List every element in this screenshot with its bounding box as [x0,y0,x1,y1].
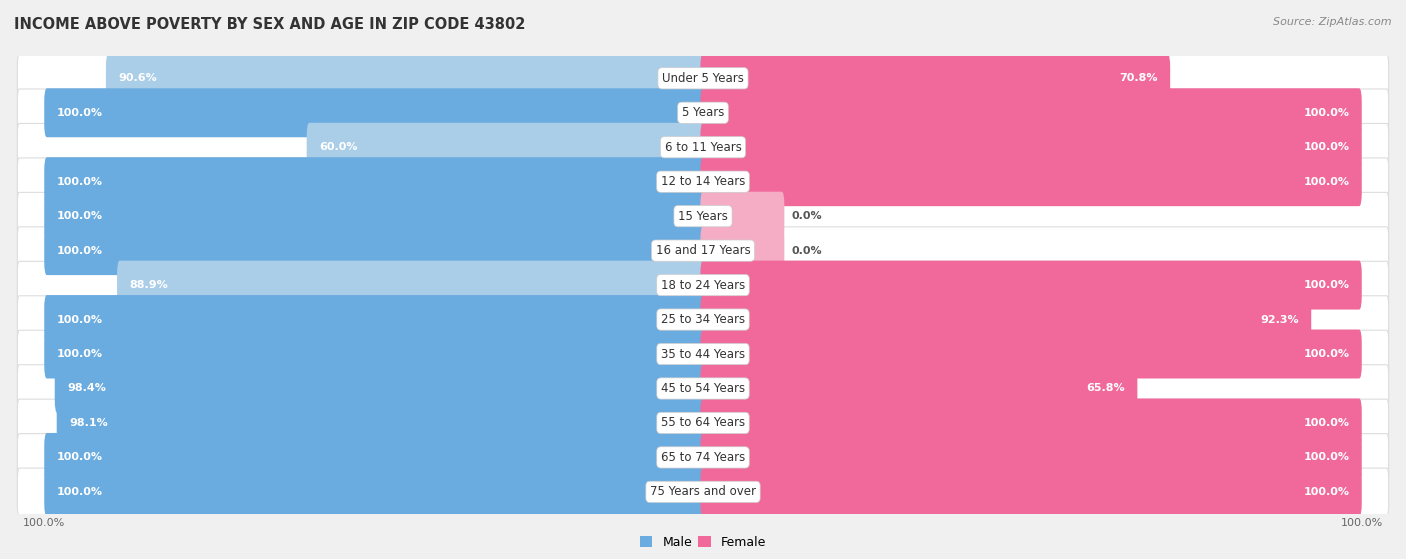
Text: 100.0%: 100.0% [1341,518,1384,528]
Text: 25 to 34 Years: 25 to 34 Years [661,313,745,326]
Text: INCOME ABOVE POVERTY BY SEX AND AGE IN ZIP CODE 43802: INCOME ABOVE POVERTY BY SEX AND AGE IN Z… [14,17,526,32]
FancyBboxPatch shape [700,467,1362,517]
FancyBboxPatch shape [44,226,706,275]
Text: 100.0%: 100.0% [56,452,103,462]
Text: 75 Years and over: 75 Years and over [650,485,756,499]
FancyBboxPatch shape [44,330,706,378]
FancyBboxPatch shape [700,433,1362,482]
Text: 18 to 24 Years: 18 to 24 Years [661,278,745,292]
Text: 16 and 17 Years: 16 and 17 Years [655,244,751,257]
FancyBboxPatch shape [17,434,1389,481]
FancyBboxPatch shape [17,296,1389,343]
Text: 100.0%: 100.0% [56,211,103,221]
Text: 70.8%: 70.8% [1119,73,1157,83]
FancyBboxPatch shape [17,468,1389,515]
FancyBboxPatch shape [17,89,1389,136]
FancyBboxPatch shape [17,330,1389,378]
Text: Under 5 Years: Under 5 Years [662,72,744,85]
Text: 55 to 64 Years: 55 to 64 Years [661,416,745,429]
FancyBboxPatch shape [55,364,706,413]
FancyBboxPatch shape [700,157,1362,206]
Text: 0.0%: 0.0% [792,245,823,255]
FancyBboxPatch shape [700,399,1362,447]
Text: 88.9%: 88.9% [129,280,169,290]
Text: 100.0%: 100.0% [56,177,103,187]
Legend: Male, Female: Male, Female [636,531,770,554]
Text: 100.0%: 100.0% [1303,177,1350,187]
Text: 100.0%: 100.0% [1303,349,1350,359]
Text: 65 to 74 Years: 65 to 74 Years [661,451,745,464]
FancyBboxPatch shape [17,158,1389,206]
Text: 98.1%: 98.1% [69,418,108,428]
Text: 35 to 44 Years: 35 to 44 Years [661,348,745,361]
Text: 100.0%: 100.0% [56,487,103,497]
FancyBboxPatch shape [105,54,706,103]
FancyBboxPatch shape [44,433,706,482]
Text: 12 to 14 Years: 12 to 14 Years [661,175,745,188]
FancyBboxPatch shape [700,192,785,240]
Text: 98.4%: 98.4% [67,383,105,394]
FancyBboxPatch shape [17,364,1389,413]
Text: 100.0%: 100.0% [1303,487,1350,497]
Text: 65.8%: 65.8% [1087,383,1125,394]
Text: 100.0%: 100.0% [22,518,65,528]
FancyBboxPatch shape [700,295,1312,344]
FancyBboxPatch shape [700,123,1362,172]
Text: 100.0%: 100.0% [1303,418,1350,428]
FancyBboxPatch shape [700,226,785,275]
Text: 100.0%: 100.0% [1303,108,1350,118]
FancyBboxPatch shape [44,295,706,344]
FancyBboxPatch shape [17,261,1389,309]
FancyBboxPatch shape [44,157,706,206]
Text: 15 Years: 15 Years [678,210,728,222]
FancyBboxPatch shape [700,364,1137,413]
Text: 100.0%: 100.0% [1303,452,1350,462]
Text: 100.0%: 100.0% [56,349,103,359]
Text: 100.0%: 100.0% [1303,142,1350,152]
Text: 90.6%: 90.6% [118,73,157,83]
Text: 100.0%: 100.0% [56,108,103,118]
FancyBboxPatch shape [44,192,706,240]
FancyBboxPatch shape [17,124,1389,171]
FancyBboxPatch shape [56,399,706,447]
Text: Source: ZipAtlas.com: Source: ZipAtlas.com [1274,17,1392,27]
FancyBboxPatch shape [700,260,1362,310]
FancyBboxPatch shape [700,330,1362,378]
Text: 0.0%: 0.0% [792,211,823,221]
FancyBboxPatch shape [17,399,1389,447]
Text: 92.3%: 92.3% [1260,315,1299,325]
Text: 100.0%: 100.0% [1303,280,1350,290]
FancyBboxPatch shape [44,467,706,517]
FancyBboxPatch shape [17,227,1389,274]
FancyBboxPatch shape [700,54,1170,103]
Text: 5 Years: 5 Years [682,106,724,119]
FancyBboxPatch shape [307,123,706,172]
Text: 6 to 11 Years: 6 to 11 Years [665,141,741,154]
Text: 45 to 54 Years: 45 to 54 Years [661,382,745,395]
FancyBboxPatch shape [17,192,1389,240]
FancyBboxPatch shape [117,260,706,310]
Text: 100.0%: 100.0% [56,245,103,255]
FancyBboxPatch shape [700,88,1362,138]
FancyBboxPatch shape [17,55,1389,102]
Text: 60.0%: 60.0% [319,142,357,152]
FancyBboxPatch shape [44,88,706,138]
Text: 100.0%: 100.0% [56,315,103,325]
